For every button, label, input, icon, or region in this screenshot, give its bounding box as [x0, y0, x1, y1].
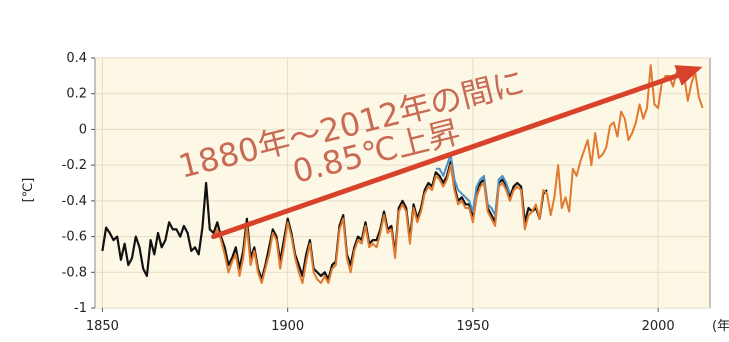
x-tick-label: 1900 [271, 319, 304, 334]
x-axis-ticks: 1850 1900 1950 2000 [86, 308, 675, 334]
series-line-2 [212, 64, 704, 284]
y-tick-label: -0.2 [62, 158, 87, 173]
x-tick-label: 1950 [456, 319, 489, 334]
trend-arrow-head [674, 65, 703, 86]
y-tick-label: -1 [74, 301, 87, 316]
y-tick-label: -0.6 [62, 230, 87, 245]
x-axis-unit-label: (年) [712, 319, 729, 334]
y-tick-label: 0 [79, 122, 87, 137]
y-tick-label: 0.2 [66, 87, 87, 102]
x-tick-label: 2000 [642, 319, 675, 334]
trend-arrow [211, 72, 681, 240]
y-tick-label: -0.8 [62, 265, 87, 280]
y-axis-label: [℃] [21, 178, 36, 203]
y-axis-ticks: 0.4 0.2 0 -0.2 -0.4 -0.6 -0.8 -1 [62, 51, 95, 316]
y-tick-label: -0.4 [62, 194, 87, 209]
x-tick-label: 1850 [86, 319, 119, 334]
grid-lines [95, 57, 710, 309]
y-tick-label: 0.4 [66, 51, 87, 66]
series-layer [101, 64, 704, 284]
